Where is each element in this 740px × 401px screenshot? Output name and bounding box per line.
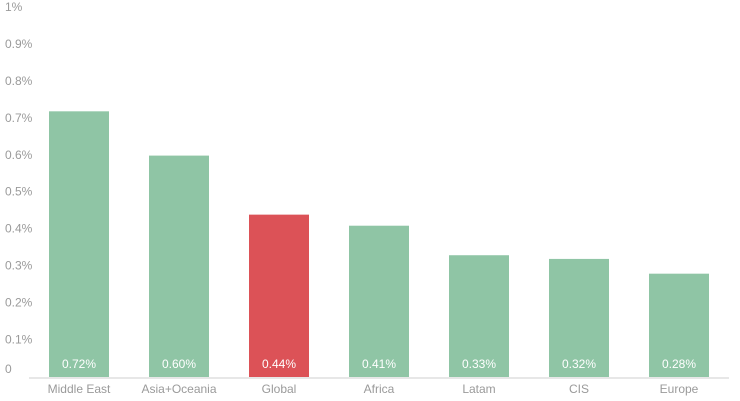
value-label: 0.41% [362, 357, 396, 371]
bar [249, 214, 309, 377]
value-label: 0.33% [462, 357, 496, 371]
y-tick-label: 0.7% [5, 111, 33, 125]
bar [49, 111, 109, 377]
x-tick-label: CIS [569, 382, 589, 396]
value-label: 0.32% [562, 357, 596, 371]
y-tick-label: 0 [5, 362, 12, 376]
y-tick-label: 0.1% [5, 332, 33, 346]
y-tick-label: 0.9% [5, 37, 33, 51]
y-tick-label: 1% [5, 0, 23, 14]
y-tick-label: 0.5% [5, 185, 33, 199]
bar [449, 255, 509, 377]
x-tick-label: Asia+Oceania [141, 382, 216, 396]
bar [149, 155, 209, 377]
x-tick-label: Global [262, 382, 297, 396]
x-tick-label: Middle East [48, 382, 111, 396]
value-label: 0.72% [62, 357, 96, 371]
x-tick-label: Latam [462, 382, 495, 396]
y-tick-label: 0.4% [5, 222, 33, 236]
y-tick-label: 0.2% [5, 295, 33, 309]
x-tick-label: Europe [660, 382, 699, 396]
y-tick-label: 0.6% [5, 148, 33, 162]
bar [649, 273, 709, 377]
value-label: 0.28% [662, 357, 696, 371]
bar [349, 225, 409, 377]
value-label: 0.44% [262, 357, 296, 371]
value-label: 0.60% [162, 357, 196, 371]
y-tick-label: 0.3% [5, 258, 33, 272]
bar [549, 258, 609, 377]
y-tick-label: 0.8% [5, 74, 33, 88]
x-tick-label: Africa [364, 382, 395, 396]
